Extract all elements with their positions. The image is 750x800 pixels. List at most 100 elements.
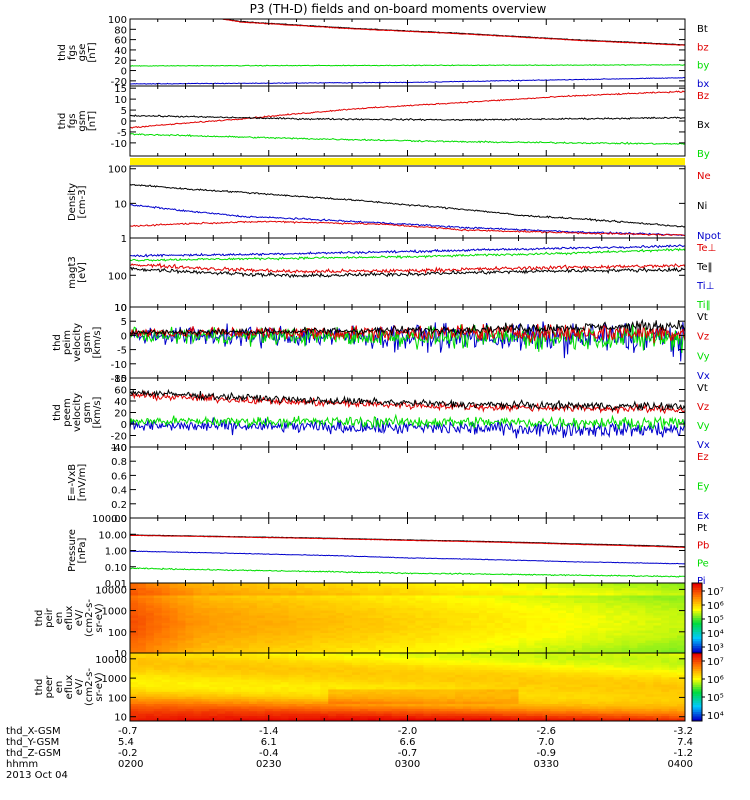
heatmap-cell — [597, 618, 607, 622]
heatmap-cell — [661, 635, 670, 639]
heatmap-cell — [431, 684, 440, 688]
heatmap-cell — [407, 600, 417, 604]
heatmap-cell — [169, 716, 179, 720]
heatmap-cell — [336, 657, 345, 661]
heatmap-cell — [621, 600, 631, 604]
heatmap-cell — [669, 583, 678, 587]
colorbar-label: 10⁶ — [707, 601, 724, 612]
heatmap-cell — [217, 694, 226, 698]
heatmap-cell — [209, 665, 218, 669]
heatmap-cell — [241, 603, 250, 607]
heatmap-cell — [296, 628, 306, 632]
heatmap-cell — [296, 660, 306, 664]
heatmap-cell — [542, 682, 551, 686]
heatmap-cell — [233, 665, 242, 669]
heatmap-cell — [201, 640, 210, 644]
heatmap-cell — [153, 625, 163, 629]
heatmap-cell — [621, 677, 631, 681]
heatmap-cell — [463, 711, 472, 715]
x-axis-value: -0.7 — [118, 726, 138, 737]
heatmap-cell — [399, 682, 409, 686]
heatmap-cell — [605, 665, 615, 669]
heatmap-cell — [478, 706, 488, 710]
legend-entry: Vt — [697, 312, 708, 323]
heatmap-cell — [359, 643, 369, 647]
heatmap-cell — [645, 613, 654, 617]
y-tick-label: 0.8 — [111, 457, 127, 468]
heatmap-cell — [375, 679, 385, 683]
heatmap-cell — [447, 625, 456, 629]
colorbar-step — [692, 618, 702, 621]
heatmap-cell — [383, 713, 393, 717]
x-axis-value: 7.4 — [677, 737, 693, 748]
heatmap-cell — [407, 667, 417, 671]
heatmap-cell — [344, 650, 353, 653]
heatmap-cell — [669, 660, 678, 664]
heatmap-cell — [463, 620, 472, 624]
heatmap-cell — [629, 716, 639, 720]
heatmap-cell — [169, 585, 179, 589]
x-axis-value: -0.7 — [398, 748, 418, 759]
heatmap-cell — [669, 653, 678, 657]
heatmap-cell — [201, 655, 210, 659]
heatmap-cell — [367, 677, 377, 681]
heatmap-cell — [613, 706, 623, 710]
heatmap-cell — [470, 708, 480, 712]
heatmap-cell — [383, 628, 393, 632]
heatmap-cell — [288, 615, 298, 619]
heatmap-cell — [344, 699, 353, 703]
heatmap-cell — [407, 613, 417, 617]
heatmap-cell — [161, 585, 171, 589]
heatmap-cell — [375, 657, 385, 661]
heatmap-cell — [637, 660, 646, 664]
heatmap-cell — [264, 691, 274, 695]
heatmap-cell — [383, 677, 393, 681]
heatmap-cell — [344, 679, 353, 683]
heatmap-cell — [423, 679, 432, 683]
heatmap-cell — [153, 610, 163, 614]
heatmap-cell — [581, 679, 591, 683]
heatmap-cell — [280, 706, 290, 710]
heatmap-cell — [296, 711, 306, 715]
heatmap-cell — [391, 655, 401, 659]
heatmap-cell — [185, 674, 195, 678]
heatmap-cell — [225, 633, 234, 637]
heatmap-cell — [629, 613, 639, 617]
heatmap-cell — [597, 648, 607, 652]
heatmap-cell — [613, 662, 623, 666]
heatmap-cell — [423, 620, 432, 624]
heatmap-cell — [391, 677, 401, 681]
heatmap-cell — [383, 696, 393, 700]
heatmap-cell — [280, 662, 290, 666]
heatmap-cell — [130, 687, 139, 691]
heatmap-cell — [209, 694, 218, 698]
heatmap-cell — [161, 665, 171, 669]
heatmap-cell — [320, 694, 329, 698]
heatmap-cell — [574, 662, 583, 666]
heatmap-cell — [161, 677, 171, 681]
heatmap-cell — [566, 677, 575, 681]
heatmap-cell — [550, 603, 559, 607]
heatmap-cell — [589, 595, 599, 599]
heatmap-cell — [581, 660, 591, 664]
heatmap-cell — [320, 630, 329, 634]
heatmap-cell — [677, 677, 685, 681]
heatmap-cell — [574, 635, 583, 639]
heatmap-cell — [597, 682, 607, 686]
heatmap-cell — [177, 706, 187, 710]
heatmap-cell — [669, 674, 678, 678]
heatmap-cell — [185, 650, 195, 653]
heatmap-cell — [581, 603, 591, 607]
heatmap-cell — [375, 699, 385, 703]
heatmap-cell — [486, 657, 496, 661]
heatmap-cell — [304, 662, 313, 666]
heatmap-cell — [613, 643, 623, 647]
heatmap-cell — [241, 608, 250, 612]
heatmap-cell — [629, 684, 639, 688]
series-bz — [219, 19, 685, 46]
heatmap-cell — [518, 620, 528, 624]
heatmap-cell — [399, 694, 409, 698]
heatmap-cell — [233, 696, 242, 700]
y-tick-label: 80 — [114, 374, 127, 385]
heatmap-cell — [169, 623, 179, 627]
